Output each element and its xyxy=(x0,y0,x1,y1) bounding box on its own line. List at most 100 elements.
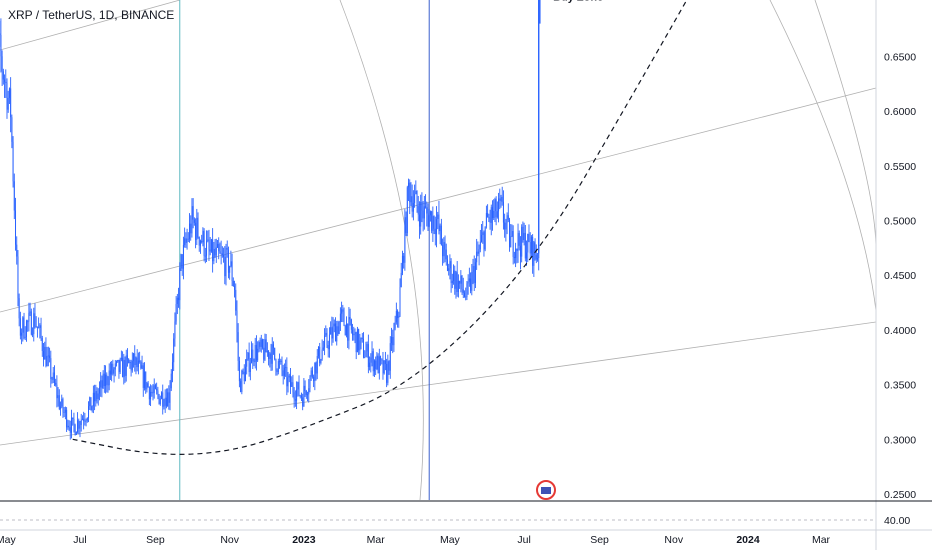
candle-body-2022-08-11 xyxy=(129,362,131,363)
candle-body-2023-01-03 xyxy=(305,391,307,396)
candle-body-2022-09-28 xyxy=(187,238,189,240)
candle-body-2022-09-11 xyxy=(167,392,169,407)
candle-body-2022-09-24 xyxy=(182,244,184,269)
candle-body-2022-08-23 xyxy=(143,371,145,388)
candle-body-2023-04-24 xyxy=(440,225,442,246)
candle-body-2023-03-29 xyxy=(409,182,411,203)
x-tick-Jul-7: Jul xyxy=(517,534,530,546)
candle-body-2023-07-05 xyxy=(528,234,530,243)
x-tick-Jul-1: Jul xyxy=(73,534,86,546)
candle-body-2022-11-21 xyxy=(253,361,255,363)
candle-body-2023-03-08 xyxy=(383,360,385,374)
candle-body-2022-05-02 xyxy=(6,83,8,110)
candle-body-2023-02-18 xyxy=(361,337,363,340)
candle-body-2023-02-11 xyxy=(353,333,355,336)
candle-body-2022-11-12 xyxy=(242,370,244,372)
candle-body-2023-06-12 xyxy=(500,196,502,201)
candle-body-2022-07-06 xyxy=(85,420,87,422)
candle-body-2022-10-10 xyxy=(202,230,204,243)
candle-body-2022-07-28 xyxy=(112,363,114,374)
candle-body-2023-04-04 xyxy=(416,190,418,207)
candle-body-2023-01-15 xyxy=(320,359,322,363)
candle-body-2022-12-09 xyxy=(275,359,277,371)
event-flag-fill xyxy=(541,487,551,494)
candle-body-2023-05-10 xyxy=(460,275,462,284)
candle-body-2022-12-27 xyxy=(297,382,299,390)
candle-body-2022-05-01 xyxy=(5,81,7,84)
candle-body-2022-05-08 xyxy=(13,181,15,211)
candle-body-2022-10-07 xyxy=(198,237,200,246)
candle-body-2023-07-01 xyxy=(523,232,525,240)
candle-body-2022-09-27 xyxy=(186,238,188,243)
candle-body-2023-05-04 xyxy=(453,270,455,281)
candle-body-2022-05-24 xyxy=(33,313,35,335)
candle-body-2023-03-17 xyxy=(394,322,396,329)
candle-body-2023-05-01 xyxy=(449,261,451,269)
candle-body-2022-06-05 xyxy=(47,355,49,357)
candle-body-2023-06-14 xyxy=(502,201,504,223)
candle-body-2022-08-26 xyxy=(147,383,149,388)
candle-body-2023-01-22 xyxy=(328,334,330,350)
candle-body-2023-04-28 xyxy=(445,249,447,260)
candle-body-2022-12-07 xyxy=(272,344,274,348)
x-tick-2024-10: 2024 xyxy=(736,534,760,546)
candle-body-2022-08-29 xyxy=(151,391,153,394)
candle-body-2022-07-12 xyxy=(92,392,94,407)
candle-body-2023-03-30 xyxy=(410,196,412,203)
candle-body-2022-10-01 xyxy=(191,206,193,234)
candle-body-2023-01-20 xyxy=(326,332,328,346)
chart-title: XRP / TetherUS, 1D, BINANCE xyxy=(8,8,175,22)
candle-body-2022-05-21 xyxy=(29,311,31,313)
candle-body-2023-06-22 xyxy=(512,231,514,257)
candle-body-2022-07-30 xyxy=(114,363,116,370)
candle-body-2023-01-25 xyxy=(332,326,334,339)
candle-body-2022-06-28 xyxy=(75,432,77,435)
candle-body-2022-10-30 xyxy=(226,247,228,250)
candle-body-2023-04-18 xyxy=(433,216,435,229)
x-tick-May-6: May xyxy=(440,534,461,546)
candle-body-2023-03-02 xyxy=(376,355,378,370)
candle-body-2023-04-27 xyxy=(444,242,446,250)
x-tick-Mar-11: Mar xyxy=(812,534,831,546)
candle-body-2023-01-24 xyxy=(331,327,333,339)
y-tick-0.6500: 0.6500 xyxy=(884,51,916,63)
time-axis[interactable]: 40.00 May Jul Sep Nov 2023 Mar May Jul Sep Nov 2024… xyxy=(0,500,932,546)
candle-body-2023-05-24 xyxy=(477,251,479,254)
candle-body-2022-08-13 xyxy=(131,360,133,371)
candle-body-2022-09-06 xyxy=(161,392,163,399)
candle-body-2022-07-14 xyxy=(95,391,97,402)
candle-body-2022-09-20 xyxy=(178,297,180,301)
candle-body-2022-11-04 xyxy=(232,280,234,287)
candle-body-2023-03-26 xyxy=(405,217,407,234)
candle-body-2022-07-11 xyxy=(91,406,93,411)
candle-body-2023-02-10 xyxy=(352,329,354,336)
candle-body-2023-06-16 xyxy=(505,222,507,230)
candle-body-2022-05-13 xyxy=(19,318,21,336)
x-tick-Sep-8: Sep xyxy=(590,534,609,546)
candle-body-2023-05-22 xyxy=(474,262,476,283)
candle-body-2022-09-02 xyxy=(156,388,158,391)
price-axis[interactable]: 0.2500 0.3000 0.3500 0.4000 0.4500 0.5000 0.55… xyxy=(826,0,932,550)
candle-body-2022-04-29 xyxy=(2,71,4,80)
candle-body-2022-06-08 xyxy=(51,379,53,380)
candle-body-2022-05-27 xyxy=(36,326,38,328)
candle-body-2023-02-01 xyxy=(341,309,343,314)
candle-body-2023-01-18 xyxy=(324,335,326,348)
candle-body-2023-04-11 xyxy=(425,206,427,208)
candle-body-2022-12-01 xyxy=(265,339,267,353)
gann-arcs xyxy=(0,0,881,501)
candle-body-2022-08-17 xyxy=(136,357,138,368)
candle-body-2023-02-03 xyxy=(343,311,345,326)
candle-body-2023-05-31 xyxy=(485,213,487,227)
candle-body-2022-07-27 xyxy=(111,363,113,375)
candle-body-2022-10-14 xyxy=(207,239,209,241)
candle-body-2022-06-19 xyxy=(64,409,66,413)
candle-body-2022-08-25 xyxy=(146,383,148,390)
candle-body-2023-06-07 xyxy=(494,199,496,211)
candle-body-2023-06-26 xyxy=(517,233,519,251)
candle-body-2022-11-08 xyxy=(237,332,239,361)
candle-body-2022-07-05 xyxy=(84,420,86,422)
candle-body-2023-05-29 xyxy=(483,232,485,250)
candle-body-2022-06-25 xyxy=(72,417,74,420)
